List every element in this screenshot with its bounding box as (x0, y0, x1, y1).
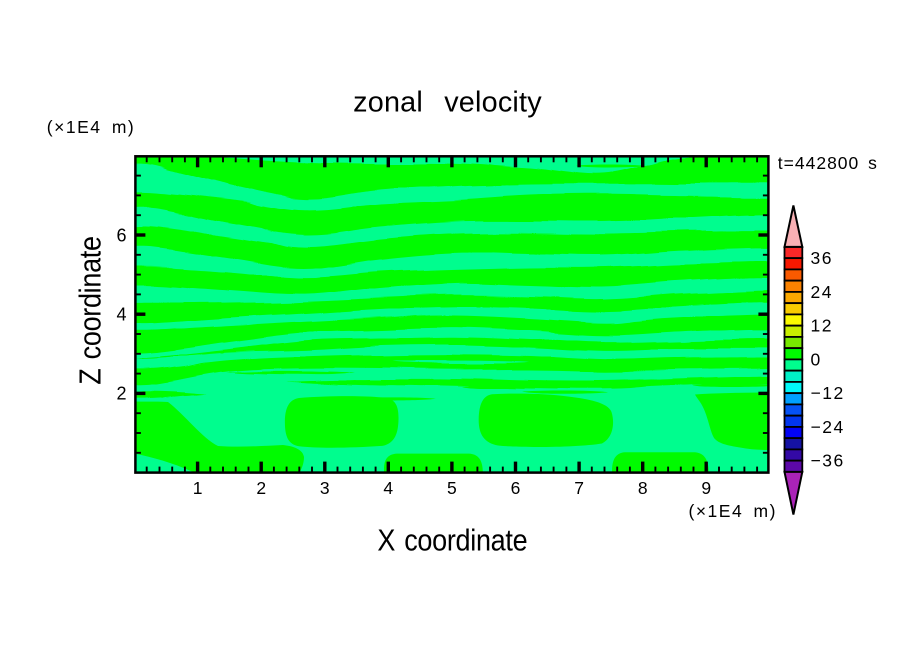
svg-text:4: 4 (383, 478, 393, 498)
svg-text:6: 6 (116, 225, 126, 245)
svg-text:t=442800 s: t=442800 s (778, 153, 878, 173)
svg-text:−24: −24 (811, 417, 845, 437)
svg-text:0: 0 (811, 349, 822, 369)
svg-text:3: 3 (320, 478, 330, 498)
svg-text:7: 7 (574, 478, 584, 498)
svg-text:2: 2 (256, 478, 266, 498)
svg-text:12: 12 (811, 316, 833, 336)
svg-text:Z coordinate: Z coordinate (74, 236, 108, 384)
svg-text:−36: −36 (811, 451, 845, 471)
svg-text:36: 36 (811, 248, 833, 268)
svg-text:2: 2 (116, 384, 126, 404)
svg-text:X coordinate: X coordinate (377, 524, 527, 558)
svg-text:(×1E4 m): (×1E4 m) (47, 117, 135, 137)
svg-text:24: 24 (811, 282, 833, 302)
svg-text:6: 6 (511, 478, 521, 498)
svg-text:1: 1 (193, 478, 203, 498)
svg-text:zonal velocity: zonal velocity (353, 87, 542, 119)
svg-text:−12: −12 (811, 383, 845, 403)
svg-text:4: 4 (116, 305, 126, 325)
svg-text:9: 9 (701, 478, 711, 498)
svg-text:(×1E4 m): (×1E4 m) (689, 501, 777, 521)
svg-text:5: 5 (447, 478, 457, 498)
svg-text:8: 8 (638, 478, 648, 498)
